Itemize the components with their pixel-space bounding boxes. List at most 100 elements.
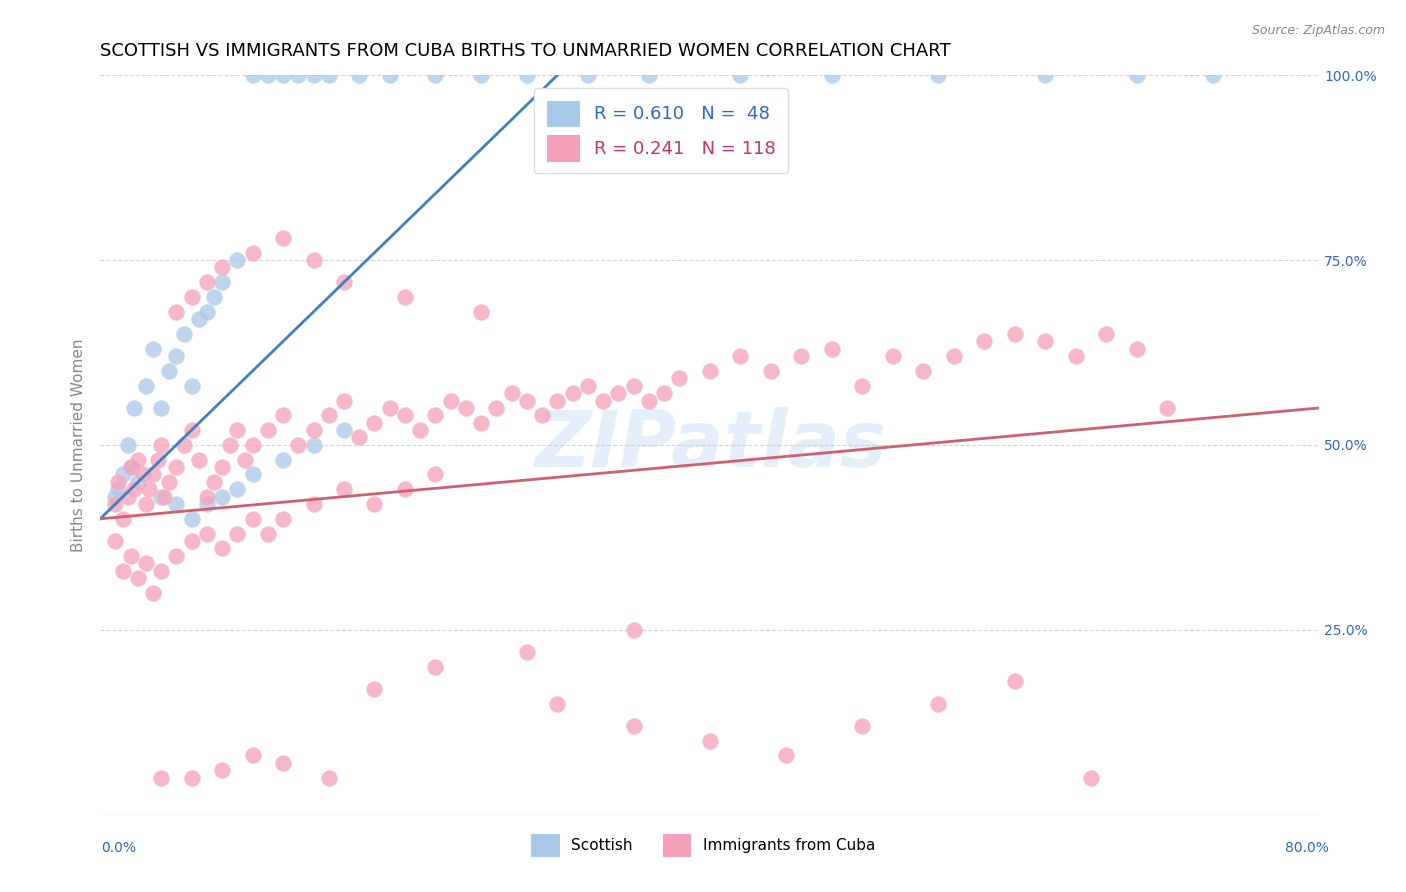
Point	[173, 326, 195, 341]
Point	[349, 68, 371, 82]
Point	[394, 482, 416, 496]
Point	[138, 482, 160, 496]
Point	[501, 386, 523, 401]
Point	[302, 68, 325, 82]
Point	[973, 334, 995, 349]
Point	[173, 438, 195, 452]
Point	[180, 771, 202, 785]
Point	[242, 467, 264, 482]
Point	[165, 460, 187, 475]
Point	[592, 393, 614, 408]
Point	[790, 349, 813, 363]
Point	[942, 349, 965, 363]
Point	[1033, 334, 1056, 349]
Text: Source: ZipAtlas.com: Source: ZipAtlas.com	[1251, 24, 1385, 37]
Point	[516, 393, 538, 408]
Point	[165, 349, 187, 363]
Point	[142, 586, 165, 600]
Point	[142, 467, 165, 482]
Point	[927, 68, 949, 82]
Point	[165, 549, 187, 563]
Point	[851, 378, 873, 392]
Point	[233, 452, 256, 467]
Point	[195, 526, 218, 541]
Point	[111, 467, 134, 482]
Point	[180, 423, 202, 437]
Point	[394, 290, 416, 304]
Point	[302, 253, 325, 268]
Point	[122, 482, 145, 496]
Point	[271, 231, 294, 245]
Point	[157, 364, 180, 378]
Point	[1004, 326, 1026, 341]
Point	[242, 512, 264, 526]
Point	[318, 68, 340, 82]
Point	[104, 497, 127, 511]
Point	[127, 475, 149, 489]
Point	[1202, 68, 1225, 82]
Point	[117, 490, 139, 504]
Point	[363, 416, 385, 430]
Point	[242, 245, 264, 260]
Point	[561, 386, 583, 401]
Point	[730, 68, 752, 82]
Point	[623, 623, 645, 637]
Point	[107, 482, 129, 496]
Legend: Scottish, Immigrants from Cuba: Scottish, Immigrants from Cuba	[524, 828, 882, 862]
Point	[730, 349, 752, 363]
Point	[146, 452, 169, 467]
Point	[271, 409, 294, 423]
Point	[318, 771, 340, 785]
Point	[637, 68, 659, 82]
Point	[1156, 401, 1178, 415]
Point	[425, 409, 447, 423]
Point	[699, 364, 721, 378]
Point	[157, 475, 180, 489]
Point	[912, 364, 935, 378]
Point	[470, 416, 492, 430]
Point	[127, 452, 149, 467]
Point	[485, 401, 508, 415]
Point	[775, 748, 797, 763]
Point	[271, 68, 294, 82]
Point	[1080, 771, 1102, 785]
Point	[821, 342, 844, 356]
Point	[117, 438, 139, 452]
Point	[107, 475, 129, 489]
Point	[516, 68, 538, 82]
Point	[927, 697, 949, 711]
Point	[153, 490, 176, 504]
Point	[668, 371, 690, 385]
Point	[623, 719, 645, 733]
Point	[180, 534, 202, 549]
Text: ZIPatlas: ZIPatlas	[534, 407, 886, 483]
Point	[242, 748, 264, 763]
Point	[699, 733, 721, 747]
Point	[256, 423, 278, 437]
Point	[333, 482, 356, 496]
Point	[188, 452, 211, 467]
Point	[333, 423, 356, 437]
Point	[1064, 349, 1087, 363]
Point	[637, 393, 659, 408]
Point	[271, 756, 294, 770]
Point	[302, 497, 325, 511]
Point	[195, 275, 218, 289]
Point	[470, 68, 492, 82]
Point	[204, 475, 226, 489]
Point	[1125, 342, 1147, 356]
Point	[1033, 68, 1056, 82]
Point	[195, 305, 218, 319]
Point	[759, 364, 782, 378]
Point	[111, 512, 134, 526]
Point	[122, 401, 145, 415]
Text: SCOTTISH VS IMMIGRANTS FROM CUBA BIRTHS TO UNMARRIED WOMEN CORRELATION CHART: SCOTTISH VS IMMIGRANTS FROM CUBA BIRTHS …	[100, 42, 950, 60]
Point	[180, 512, 202, 526]
Point	[120, 460, 142, 475]
Point	[180, 378, 202, 392]
Point	[302, 438, 325, 452]
Point	[242, 438, 264, 452]
Point	[226, 526, 249, 541]
Point	[425, 467, 447, 482]
Point	[104, 534, 127, 549]
